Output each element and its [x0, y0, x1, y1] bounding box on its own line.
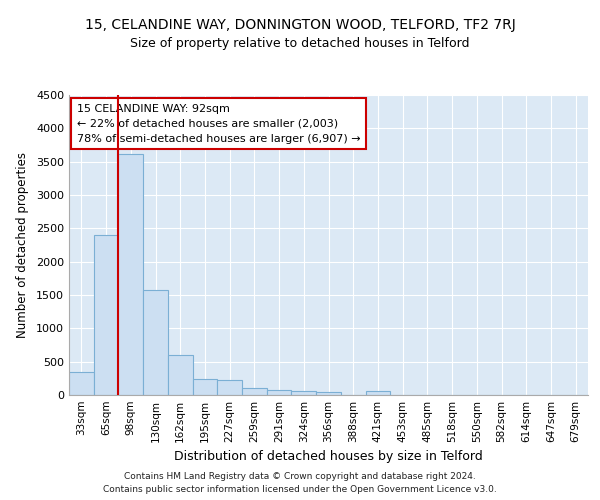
Y-axis label: Number of detached properties: Number of detached properties: [16, 152, 29, 338]
Text: Size of property relative to detached houses in Telford: Size of property relative to detached ho…: [130, 38, 470, 51]
Text: Contains HM Land Registry data © Crown copyright and database right 2024.: Contains HM Land Registry data © Crown c…: [124, 472, 476, 481]
Bar: [143, 290, 168, 395]
Bar: [316, 392, 341, 395]
Text: Contains public sector information licensed under the Open Government Licence v3: Contains public sector information licen…: [103, 485, 497, 494]
Bar: [365, 391, 390, 395]
Bar: [69, 372, 94, 395]
Bar: [267, 390, 292, 395]
Bar: [118, 154, 143, 395]
Text: 15, CELANDINE WAY, DONNINGTON WOOD, TELFORD, TF2 7RJ: 15, CELANDINE WAY, DONNINGTON WOOD, TELF…: [85, 18, 515, 32]
Bar: [292, 392, 316, 395]
Text: 15 CELANDINE WAY: 92sqm
← 22% of detached houses are smaller (2,003)
78% of semi: 15 CELANDINE WAY: 92sqm ← 22% of detache…: [77, 104, 361, 144]
Bar: [94, 235, 118, 395]
Bar: [217, 380, 242, 395]
Bar: [168, 355, 193, 395]
Bar: [193, 380, 217, 395]
Bar: [242, 388, 267, 395]
X-axis label: Distribution of detached houses by size in Telford: Distribution of detached houses by size …: [174, 450, 483, 464]
